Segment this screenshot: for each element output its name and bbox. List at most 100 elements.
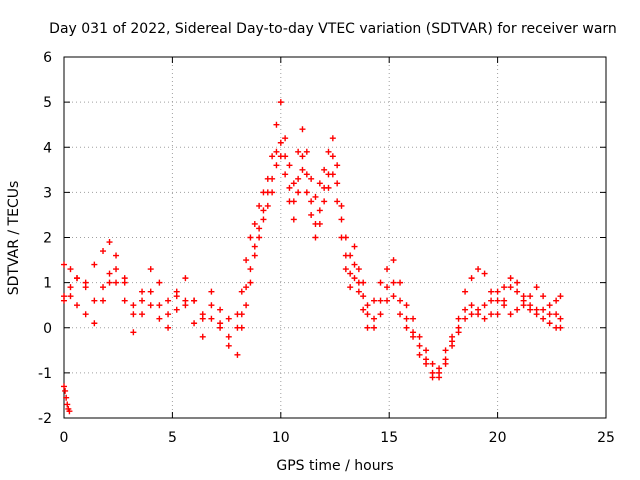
data-point [290,216,297,223]
data-point [312,234,319,241]
data-point [377,297,384,304]
y-tick-label: 6 [43,50,52,66]
data-point [256,234,263,241]
data-point [82,284,89,291]
y-tick-label: 3 [43,185,52,201]
data-point [225,342,232,349]
data-point [251,220,258,227]
data-point [121,297,128,304]
data-point [546,311,553,318]
data-point [468,311,475,318]
data-point [256,202,263,209]
data-point [557,293,564,300]
data-point [462,315,469,322]
data-point [316,180,323,187]
data-point [329,153,336,160]
data-point [61,297,67,304]
data-point [364,324,371,331]
data-point [147,266,154,273]
data-point [182,275,189,282]
y-tick-label: -2 [38,411,52,427]
data-point [527,302,534,309]
data-point [351,261,358,268]
data-point [316,220,323,227]
data-point [199,315,206,322]
data-point [494,288,501,295]
x-axis-title: GPS time / hours [276,458,393,474]
data-point [290,180,297,187]
data-point [371,297,378,304]
data-point [540,315,547,322]
data-point [139,297,146,304]
data-point [199,333,206,340]
data-point [338,234,345,241]
data-point [338,202,345,209]
data-point [316,207,323,214]
data-point [299,153,306,160]
data-point [173,306,180,313]
data-point [416,351,423,358]
data-point [488,297,495,304]
data-point [238,324,245,331]
x-tick-label: 5 [168,430,177,446]
data-point [295,175,302,182]
data-point [384,284,391,291]
data-point [488,288,495,295]
data-point [251,243,258,250]
data-point [67,284,74,291]
data-point [329,171,336,178]
data-point [338,216,345,223]
data-point [165,324,172,331]
data-point [494,311,501,318]
data-point [269,189,276,196]
data-point [260,207,267,214]
data-point [364,311,371,318]
data-point [553,297,560,304]
data-point [429,360,436,367]
data-point [208,302,215,309]
data-point [264,202,271,209]
data-point [557,324,564,331]
data-point [165,297,172,304]
data-point [533,284,540,291]
data-point [355,279,362,286]
series-trace-b [61,139,564,381]
data-point [191,297,198,304]
data-point [416,333,423,340]
y-tick-label: 1 [43,276,52,292]
data-point [308,211,315,218]
data-point [397,311,404,318]
series-trace-a [61,99,564,372]
x-tick-label: 25 [597,430,615,446]
data-point [355,266,362,273]
data-point [342,266,349,273]
series-trace-start [61,383,73,415]
y-axis-title: SDTVAR / TECUs [6,181,22,296]
data-point [312,193,319,200]
data-point [113,266,120,273]
data-markers [61,99,564,415]
data-point [540,293,547,300]
x-tick-label: 10 [272,430,290,446]
data-point [321,198,328,205]
data-point [308,175,315,182]
data-point [269,153,276,160]
data-point [130,311,137,318]
data-point [360,306,367,313]
data-point [100,297,107,304]
data-point [225,333,232,340]
data-point [67,293,74,300]
data-point [342,252,349,259]
data-point [61,383,67,390]
data-point [462,306,469,313]
data-point [269,175,276,182]
data-point [334,180,341,187]
data-point [156,315,163,322]
data-point [397,279,404,286]
data-point [286,162,293,169]
data-point [238,288,245,295]
data-point [546,320,553,327]
data-point [208,315,215,322]
data-point [355,288,362,295]
data-point [501,284,508,291]
